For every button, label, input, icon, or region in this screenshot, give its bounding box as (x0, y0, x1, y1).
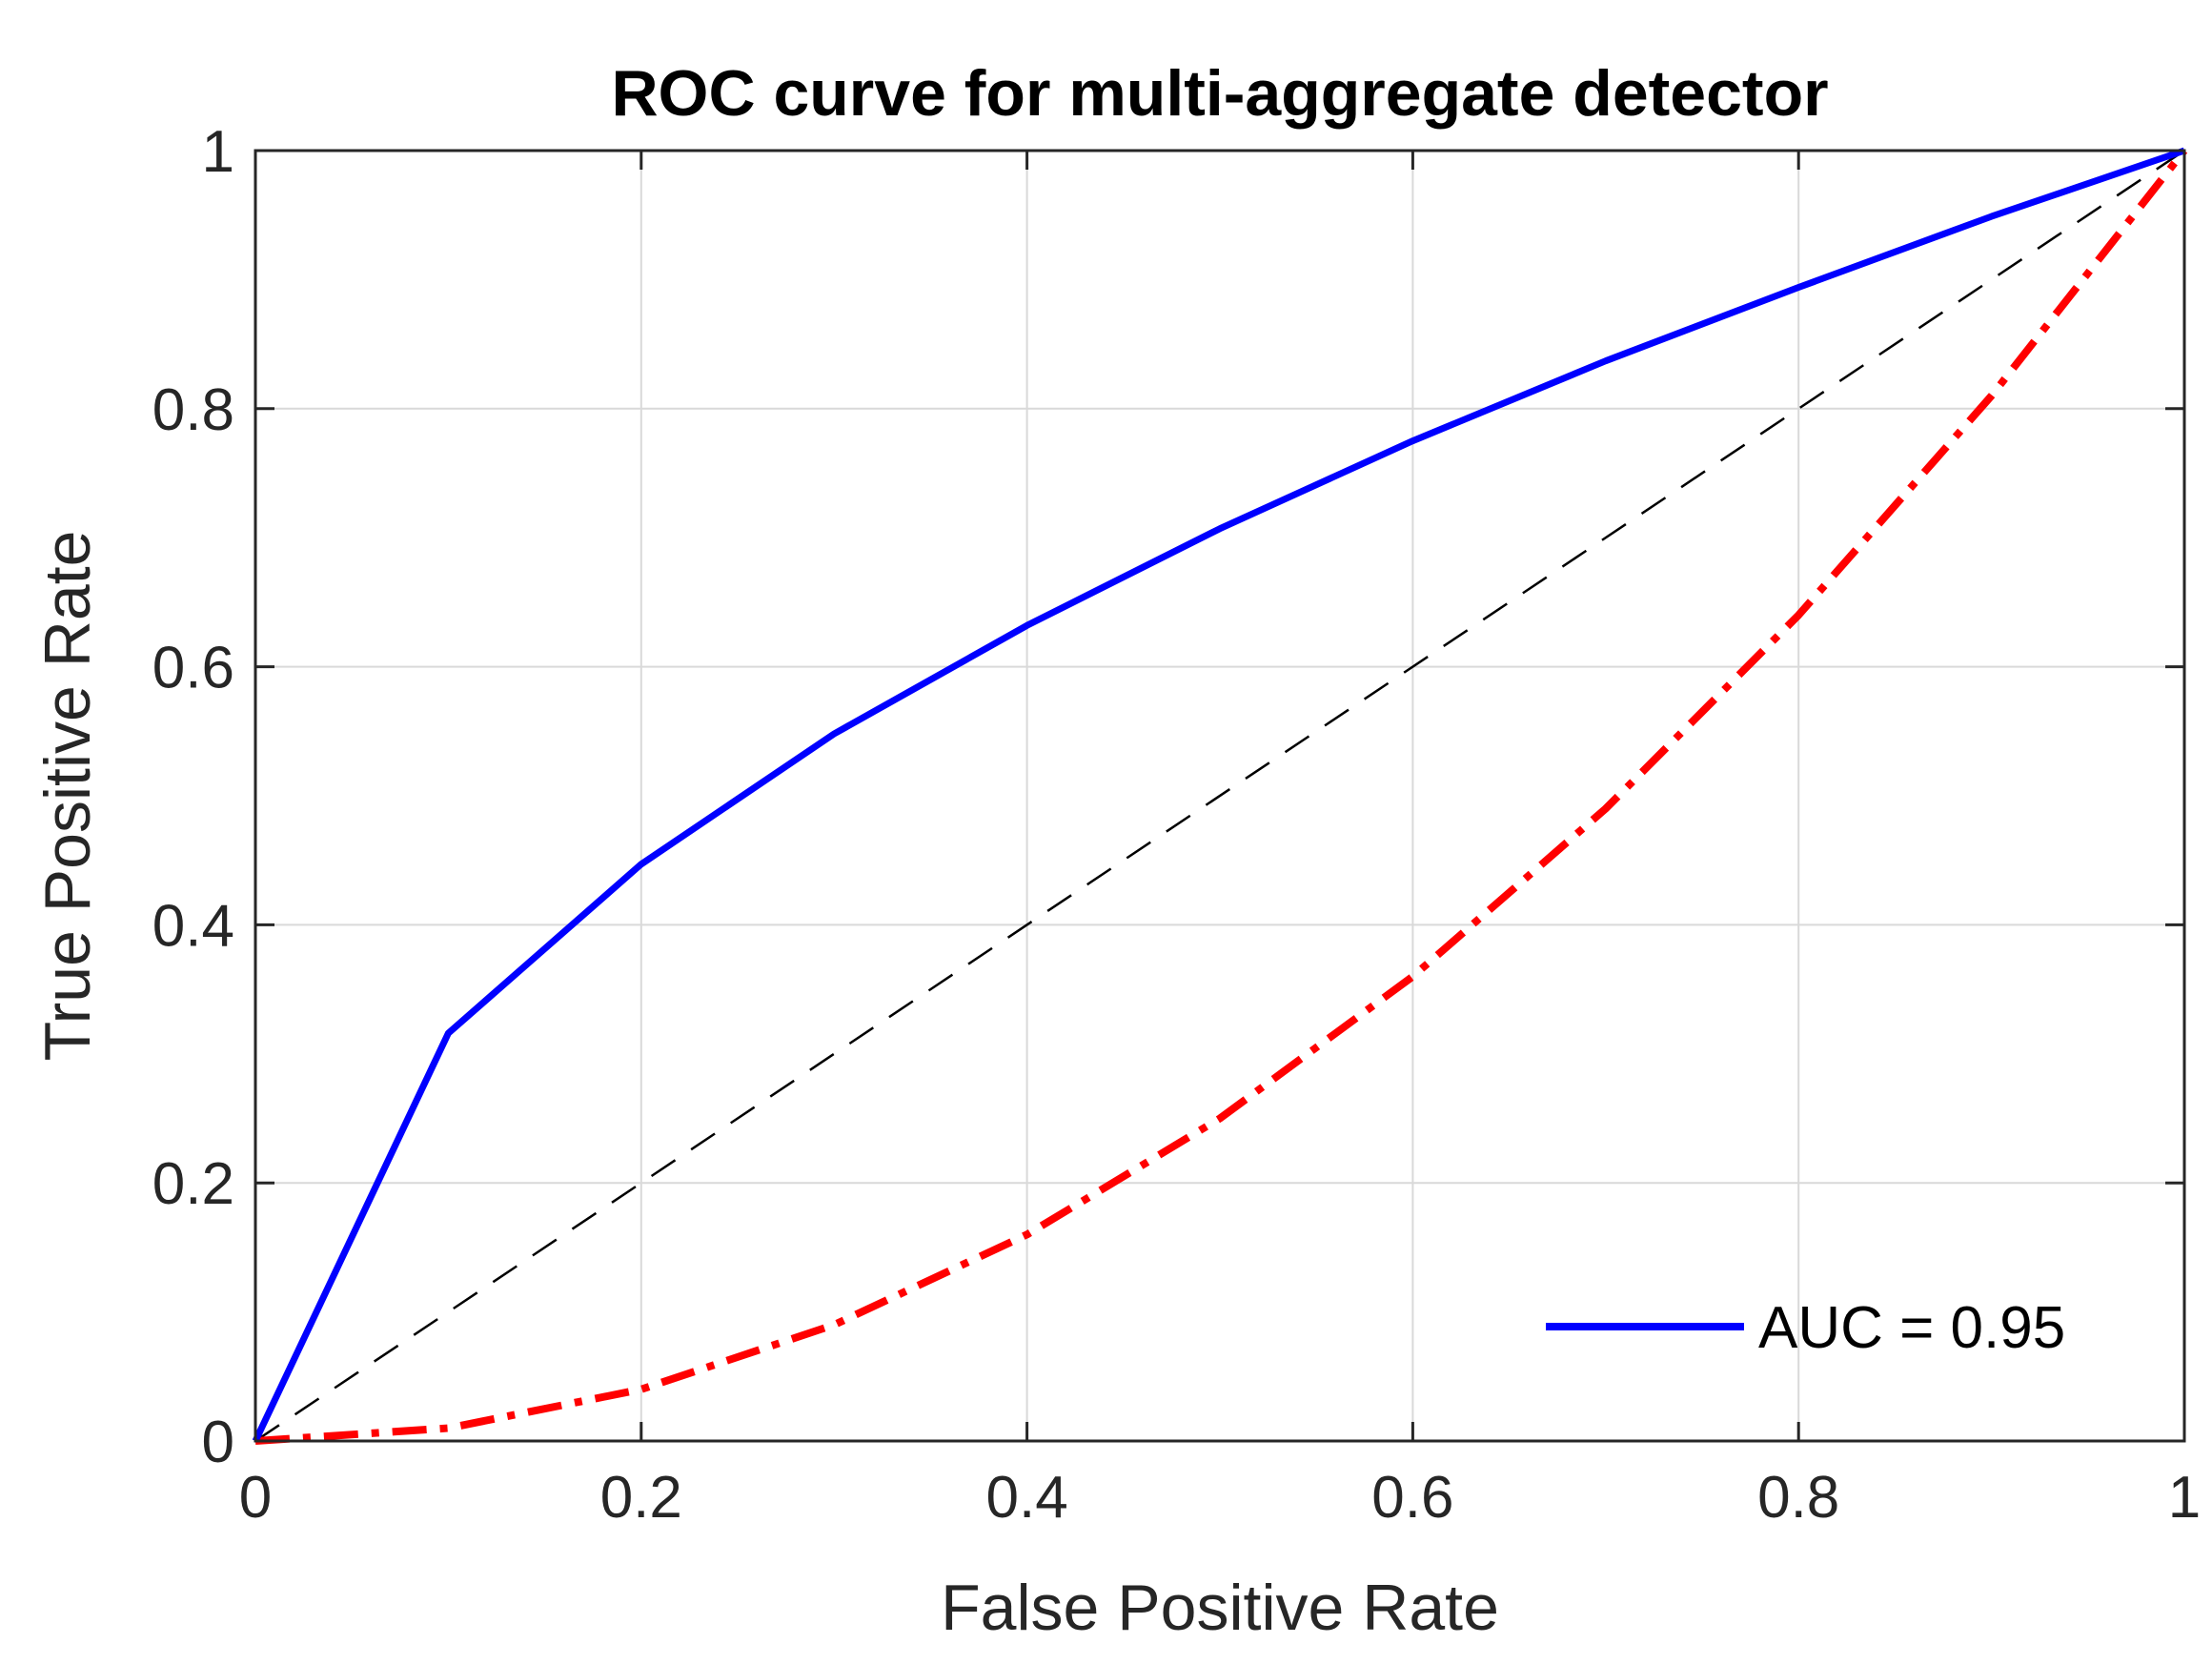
legend-label-auc: AUC = 0.95 (1758, 1295, 2065, 1361)
x-tick-label: 0.8 (1757, 1465, 1839, 1531)
x-tick-label: 1 (2168, 1465, 2201, 1531)
legend: AUC = 0.95 (1546, 1295, 2065, 1361)
y-tick-label: 0 (202, 1410, 234, 1475)
y-axis-label: True Positive Rate (31, 531, 104, 1062)
x-axis-label: False Positive Rate (941, 1572, 1499, 1644)
y-tick-label: 0.8 (152, 377, 234, 443)
series-line-inverse (254, 148, 2188, 1445)
series-line-chance (254, 149, 2185, 1443)
y-tick-label: 0.6 (152, 636, 234, 701)
y-tick-label: 0.4 (152, 893, 234, 959)
axes-box (254, 149, 2186, 1443)
x-tick-label: 0.2 (600, 1465, 682, 1531)
chart-title: ROC curve for multi-aggregate detector (611, 57, 1828, 130)
y-tick-labels: 0 0.2 0.4 0.6 0.8 1 (152, 119, 234, 1475)
y-tick-label: 0.2 (152, 1151, 234, 1217)
y-tick-label: 1 (202, 119, 234, 185)
x-tick-labels: 0 0.2 0.4 0.6 0.8 1 (239, 1465, 2201, 1531)
x-tick-label: 0.6 (1371, 1465, 1453, 1531)
x-tick-label: 0 (239, 1465, 272, 1531)
x-tick-label: 0.4 (985, 1465, 1067, 1531)
series-line-auc-0-95 (252, 147, 2186, 1443)
data-series (252, 147, 2188, 1445)
